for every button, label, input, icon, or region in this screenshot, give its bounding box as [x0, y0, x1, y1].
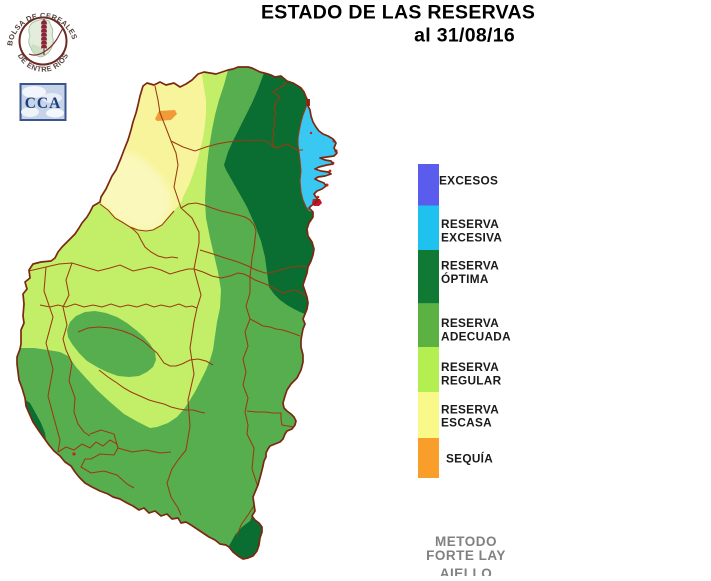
svg-text:RESERVA: RESERVA — [441, 217, 499, 231]
svg-text:RESERVA: RESERVA — [441, 258, 499, 272]
svg-text:RESERVA: RESERVA — [441, 403, 499, 417]
svg-text:ESTADO DE LAS RESERVAS: ESTADO DE LAS RESERVAS — [261, 2, 535, 24]
svg-text:CCA: CCA — [25, 95, 62, 112]
svg-text:EXCESOS: EXCESOS — [439, 174, 498, 188]
svg-text:SEQUÍA: SEQUÍA — [446, 452, 493, 466]
svg-text:ÓPTIMA: ÓPTIMA — [441, 272, 489, 286]
svg-text:RESERVA: RESERVA — [441, 316, 499, 330]
svg-text:REGULAR: REGULAR — [441, 374, 502, 388]
svg-text:FORTE LAY: FORTE LAY — [426, 548, 506, 563]
svg-text:ADECUADA: ADECUADA — [441, 329, 511, 343]
svg-text:METODO: METODO — [435, 534, 497, 549]
svg-text:ESCASA: ESCASA — [441, 416, 492, 430]
svg-text:al 31/08/16: al 31/08/16 — [414, 25, 515, 47]
svg-text:EXCESIVA: EXCESIVA — [441, 231, 502, 245]
svg-text:RESERVA: RESERVA — [441, 360, 499, 374]
svg-text:AIELLO: AIELLO — [440, 566, 493, 576]
